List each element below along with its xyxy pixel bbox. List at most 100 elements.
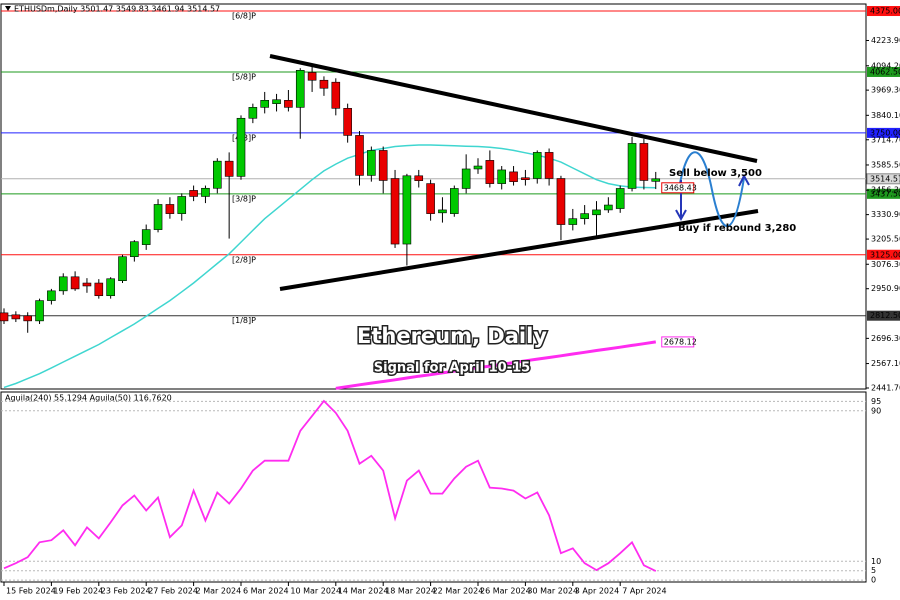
x-tick-label: 15 Feb 2024 xyxy=(6,587,56,596)
price-panel xyxy=(0,3,867,390)
y-tick-label: 3076.30 xyxy=(871,260,900,269)
candle-body xyxy=(615,188,625,209)
candle-body xyxy=(82,282,92,287)
candle-body xyxy=(23,315,33,322)
candle-body xyxy=(367,150,376,176)
candle-body xyxy=(307,72,317,81)
candle-body xyxy=(260,100,270,108)
y-tick-label: 3456.30 xyxy=(871,186,900,195)
candle-body xyxy=(532,152,542,179)
candle-body xyxy=(556,178,566,225)
candle-body xyxy=(47,290,56,301)
y-tick-label: 2696.30 xyxy=(871,334,900,343)
x-tick-label: 26 Mar 2024 xyxy=(480,587,531,596)
candle-body xyxy=(236,117,246,177)
level-box xyxy=(867,310,900,321)
candle-body xyxy=(544,152,554,179)
x-tick-label: 27 Feb 2024 xyxy=(148,587,198,596)
candle-body xyxy=(141,229,151,245)
x-tick-label: 14 Mar 2024 xyxy=(338,587,389,596)
level-box xyxy=(867,6,900,17)
current-price-box xyxy=(866,173,900,185)
level-box xyxy=(867,188,900,199)
x-tick-label: 23 Feb 2024 xyxy=(101,587,151,596)
x-tick-label: 18 Mar 2024 xyxy=(385,587,436,596)
candle-body xyxy=(295,69,305,108)
level-label: 3437.50 xyxy=(870,189,900,198)
menu-triangle xyxy=(5,6,11,11)
ma-value-label: 2678.12 xyxy=(664,337,697,346)
trend-line-lower xyxy=(279,209,759,291)
x-tick-label: 10 Mar 2024 xyxy=(290,587,341,596)
level-name: [2/8]P xyxy=(232,255,256,264)
candle-body xyxy=(213,160,222,189)
x-tick-label: 2 Mar 2024 xyxy=(196,587,242,596)
candle-body xyxy=(627,143,637,189)
candle-body xyxy=(343,108,352,136)
level-label: 4375.00 xyxy=(870,7,900,16)
level-name: [1/8]P xyxy=(232,316,256,325)
candle-body xyxy=(604,204,613,211)
level-box xyxy=(867,66,900,77)
candle-body xyxy=(153,204,163,230)
indicator-tick-label: 0 xyxy=(871,576,876,585)
candle-body xyxy=(118,256,127,281)
candle-body xyxy=(438,209,447,214)
level-name: [5/8]P xyxy=(232,72,256,81)
level-box xyxy=(867,127,900,138)
level-box xyxy=(867,249,900,260)
indicator-line xyxy=(3,399,657,572)
candle-body xyxy=(509,171,518,182)
x-tick-label: 7 Apr 2024 xyxy=(622,587,666,596)
candle-body xyxy=(224,160,234,177)
chart-header: ETHUSDm,Daily 3501.47 3549.83 3461.94 35… xyxy=(14,5,220,14)
candle-body xyxy=(94,282,104,297)
current-price-label: 3514.57 xyxy=(870,174,900,183)
candle-body xyxy=(319,79,329,89)
candle-body xyxy=(390,178,400,245)
y-tick-label: 2441.70 xyxy=(871,384,900,393)
y-tick-label: 4094.20 xyxy=(871,61,900,70)
candle-body xyxy=(284,100,293,108)
annotation-sell: Sell below 3,500 xyxy=(669,168,762,179)
candle-body xyxy=(485,160,495,184)
indicator-header: Aguila(240) 55.1294 Aguila(50) 116.7620 xyxy=(5,394,172,403)
x-tick-label: 6 Mar 2024 xyxy=(243,587,289,596)
level-label: 2812.50 xyxy=(870,311,900,320)
level-label: 3750.00 xyxy=(870,128,900,137)
candle-body xyxy=(378,150,388,181)
candle-body xyxy=(355,135,364,176)
arrow-up xyxy=(738,173,750,187)
level-name: [6/8]P xyxy=(232,12,256,21)
x-tick-label: 22 Mar 2024 xyxy=(433,587,484,596)
candle-body xyxy=(272,99,281,104)
overlay-title: Ethereum, Daily xyxy=(357,324,547,348)
y-tick-label: 2567.10 xyxy=(871,359,900,368)
candle-body xyxy=(11,314,21,320)
candle-body xyxy=(331,81,341,109)
y-tick-label: 3840.10 xyxy=(871,111,900,120)
moving-average-line xyxy=(335,340,657,390)
indicator-panel xyxy=(0,391,867,583)
level-label: 4062.50 xyxy=(870,67,900,76)
candle-body xyxy=(568,218,578,225)
indicator-tick-label: 10 xyxy=(871,557,881,566)
candle-body xyxy=(521,177,530,180)
candle-body xyxy=(426,183,435,214)
candle-body xyxy=(106,278,115,297)
candle-body xyxy=(651,178,661,182)
candle-body xyxy=(414,175,424,181)
candle-body xyxy=(0,312,9,322)
candle-body xyxy=(473,165,483,170)
y-tick-label: 3330.90 xyxy=(871,210,900,219)
y-tick-label: 3714.70 xyxy=(871,135,900,144)
candle-body xyxy=(189,190,198,197)
x-tick-label: 30 Mar 2024 xyxy=(527,587,578,596)
y-tick-label: 3585.50 xyxy=(871,160,900,169)
candle-body xyxy=(497,169,507,184)
indicator-tick-label: 95 xyxy=(871,397,881,406)
candle-body xyxy=(35,300,44,322)
candle-body xyxy=(70,276,80,290)
